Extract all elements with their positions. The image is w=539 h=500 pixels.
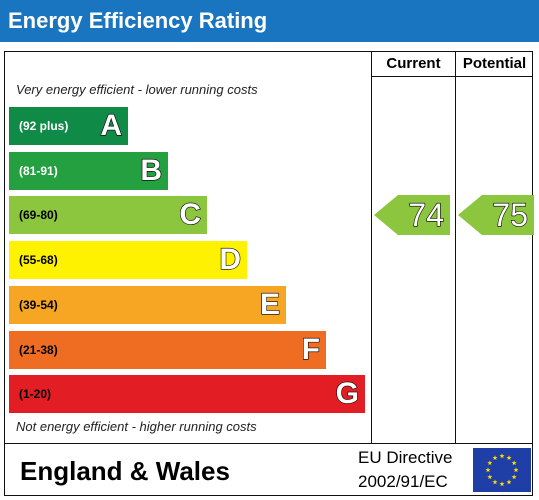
- band-g: (1-20) G: [9, 375, 365, 413]
- rating-table: [4, 51, 533, 444]
- band-letter: G: [335, 376, 360, 410]
- band-c: (69-80) C: [9, 196, 207, 234]
- eu-star-icon: [511, 460, 517, 466]
- band-f: (21-38) F: [9, 331, 326, 369]
- band-letter: E: [259, 287, 280, 321]
- band-a: (92 plus) A: [9, 107, 128, 145]
- eu-star-icon: [506, 455, 512, 460]
- top-caption: Very energy efficient - lower running co…: [16, 82, 258, 97]
- band-range-label: (69-80): [19, 208, 58, 222]
- chart-title: Energy Efficiency Rating: [8, 8, 268, 33]
- eu-star-icon: [492, 455, 498, 460]
- band-range-label: (55-68): [19, 253, 58, 267]
- current-rating-value: 74: [408, 196, 445, 233]
- band-e: (39-54) E: [9, 286, 286, 324]
- header-divider: [371, 76, 533, 77]
- footer: [4, 444, 533, 496]
- eu-star-icon: [487, 474, 493, 480]
- eu-star-icon: [499, 481, 505, 487]
- band-letter: F: [301, 332, 321, 366]
- band-letter: C: [179, 197, 202, 231]
- potential-column-divider: [455, 51, 456, 444]
- band-range-label: (81-91): [19, 164, 58, 178]
- eu-star-icon: [487, 460, 493, 466]
- bottom-caption: Not energy efficient - higher running co…: [16, 419, 257, 434]
- band-letter: A: [100, 108, 123, 142]
- directive-line-2: 2002/91/EC: [358, 472, 448, 491]
- band-range-label: (39-54): [19, 298, 58, 312]
- band-range-label: (21-38): [19, 343, 58, 357]
- band-b: (81-91) B: [9, 152, 168, 190]
- band-d: (55-68) D: [9, 241, 247, 279]
- current-column-header: Current: [386, 55, 441, 72]
- eu-star-icon: [511, 474, 517, 480]
- eu-star-icon: [485, 467, 491, 473]
- potential-rating-value: 75: [492, 196, 529, 233]
- eu-star-icon: [513, 467, 519, 473]
- eu-star-icon: [506, 479, 512, 485]
- directive-line-1: EU Directive: [358, 448, 453, 467]
- eu-star-icon: [499, 453, 505, 459]
- band-letter: D: [219, 242, 242, 276]
- potential-column-header: Potential: [462, 55, 527, 72]
- region-label: England & Wales: [20, 456, 230, 486]
- band-letter: B: [140, 153, 163, 187]
- current-column-divider: [371, 51, 372, 444]
- band-range-label: (92 plus): [19, 119, 69, 133]
- eu-star-icon: [492, 479, 498, 485]
- title-bar: Energy Efficiency Rating: [0, 0, 539, 42]
- band-range-label: (1-20): [19, 387, 52, 401]
- eu-flag-icon: [473, 448, 531, 492]
